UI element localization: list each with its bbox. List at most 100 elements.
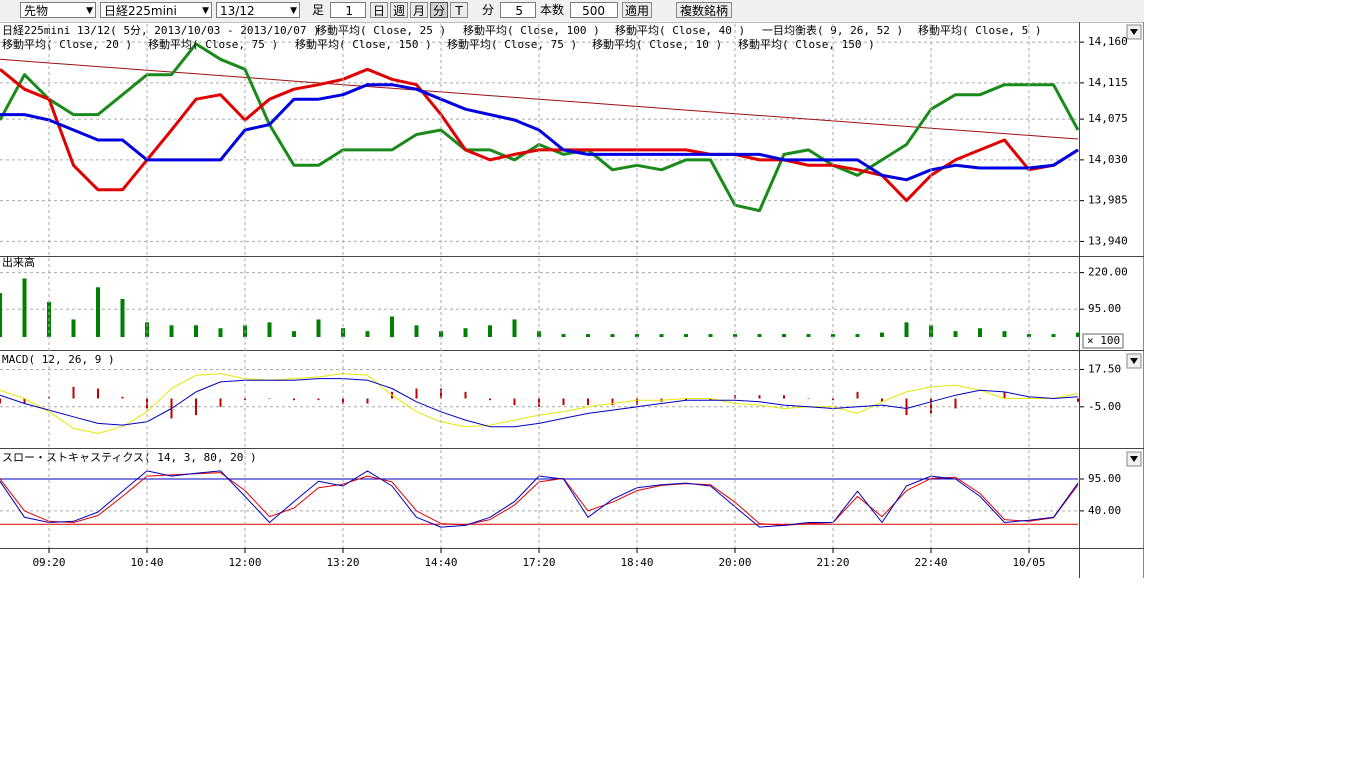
bar — [465, 392, 467, 399]
y-tick-label: 14,030 — [1088, 153, 1128, 166]
x-tick-label: 21:20 — [816, 556, 849, 569]
x-tick-label: 17:20 — [522, 556, 555, 569]
chart: 14,160 14,115 14,075 14,030 13,985 13,940 日経22… — [0, 0, 1144, 580]
bar — [612, 399, 614, 406]
y-tick-label: 13,985 — [1088, 194, 1128, 207]
bar — [366, 331, 370, 337]
bar — [121, 299, 125, 337]
bar — [905, 322, 909, 337]
bar — [464, 328, 468, 337]
panel-title: スロー・ストキャスティクス( 14, 3, 80, 20 ) — [2, 451, 257, 464]
bar — [73, 387, 75, 399]
bar — [783, 395, 785, 398]
x-tick-label: 20:00 — [718, 556, 751, 569]
y-tick-label: 220.00 — [1088, 266, 1128, 279]
bar — [684, 334, 688, 337]
x-tick-label: 12:00 — [228, 556, 261, 569]
bar — [978, 328, 982, 337]
indicator-label: 移動平均( Close, 20 ) — [2, 37, 132, 51]
y-tick-label: 40.00 — [1088, 504, 1121, 517]
bar — [293, 399, 295, 401]
bar — [96, 287, 100, 337]
x-tick-label: 13:20 — [326, 556, 359, 569]
bar — [1004, 392, 1006, 399]
bar — [808, 399, 810, 400]
indicator-label: 移動平均( Close, 40 ) — [615, 23, 745, 37]
indicator-label: 移動平均( Close, 25 ) — [316, 23, 446, 37]
bar — [390, 317, 394, 337]
bar — [292, 331, 296, 337]
bar — [611, 334, 615, 337]
y-tick-label: 14,075 — [1088, 112, 1128, 125]
bar — [856, 334, 860, 337]
bar — [269, 399, 271, 400]
bar — [0, 293, 2, 337]
bar — [563, 399, 565, 406]
bar — [416, 389, 418, 399]
bar — [782, 334, 786, 337]
y-tick-label: 95.00 — [1088, 302, 1121, 315]
x-tick-label: 10/05 — [1012, 556, 1045, 569]
y-tick-label: 14,115 — [1088, 76, 1128, 89]
bar — [857, 392, 859, 399]
y-tick-label: 17.50 — [1088, 362, 1121, 375]
bar — [415, 325, 419, 337]
bar — [807, 334, 811, 337]
unit-label: × 100 — [1087, 334, 1120, 347]
indicator-label: 移動平均( Close, 100 ) — [463, 23, 600, 37]
bar — [219, 328, 223, 337]
bar — [514, 399, 516, 406]
x-tick-label: 18:40 — [620, 556, 653, 569]
bar — [930, 399, 932, 414]
x-tick-label: 22:40 — [914, 556, 947, 569]
bar — [880, 333, 884, 337]
x-tick-label: 14:40 — [424, 556, 457, 569]
bar — [758, 334, 762, 337]
bar — [488, 325, 492, 337]
bar — [1003, 331, 1007, 337]
indicator-label: 移動平均( Close, 75 ) — [148, 37, 278, 51]
panel-title: 日経225mini 13/12( 5分, 2013/10/03 - 2013/1… — [2, 24, 320, 37]
indicator-label: 移動平均( Close, 150 ) — [738, 37, 875, 51]
y-tick-label: 13,940 — [1088, 234, 1128, 247]
bar — [170, 325, 174, 337]
bar — [489, 399, 491, 401]
y-tick-label: -5.00 — [1088, 400, 1121, 413]
bar — [709, 334, 713, 337]
bar — [72, 319, 76, 337]
bar — [317, 319, 321, 337]
indicator-label: 移動平均( Close, 75 ) — [447, 37, 577, 51]
bar — [906, 399, 908, 416]
panel-title: 出来高 — [2, 255, 35, 269]
bar — [562, 334, 566, 337]
bar — [195, 399, 197, 416]
bar — [1052, 334, 1056, 337]
y-tick-label: 14,160 — [1088, 35, 1128, 48]
x-tick-label: 10:40 — [130, 556, 163, 569]
bar — [0, 399, 1, 404]
bar — [979, 399, 981, 400]
bar — [759, 395, 761, 398]
bar — [122, 397, 124, 399]
bar — [23, 278, 27, 337]
bar — [586, 334, 590, 337]
panel-title: MACD( 12, 26, 9 ) — [2, 353, 115, 366]
bar — [97, 389, 99, 399]
indicator-label: 移動平均( Close, 10 ) — [592, 37, 722, 51]
bar — [587, 399, 589, 406]
bar — [954, 331, 958, 337]
y-tick-label: 95.00 — [1088, 472, 1121, 485]
bar — [1076, 333, 1080, 337]
indicator-label: 移動平均( Close, 150 ) — [295, 37, 432, 51]
bar — [194, 325, 198, 337]
bar — [318, 399, 320, 401]
bar — [1077, 399, 1079, 402]
bar — [220, 399, 222, 407]
panel-buttons — [1127, 25, 1141, 466]
bar — [513, 319, 517, 337]
bar — [955, 399, 957, 409]
bar — [367, 399, 369, 404]
indicator-label: 移動平均( Close, 5 ) — [918, 23, 1041, 37]
bar — [660, 334, 664, 337]
